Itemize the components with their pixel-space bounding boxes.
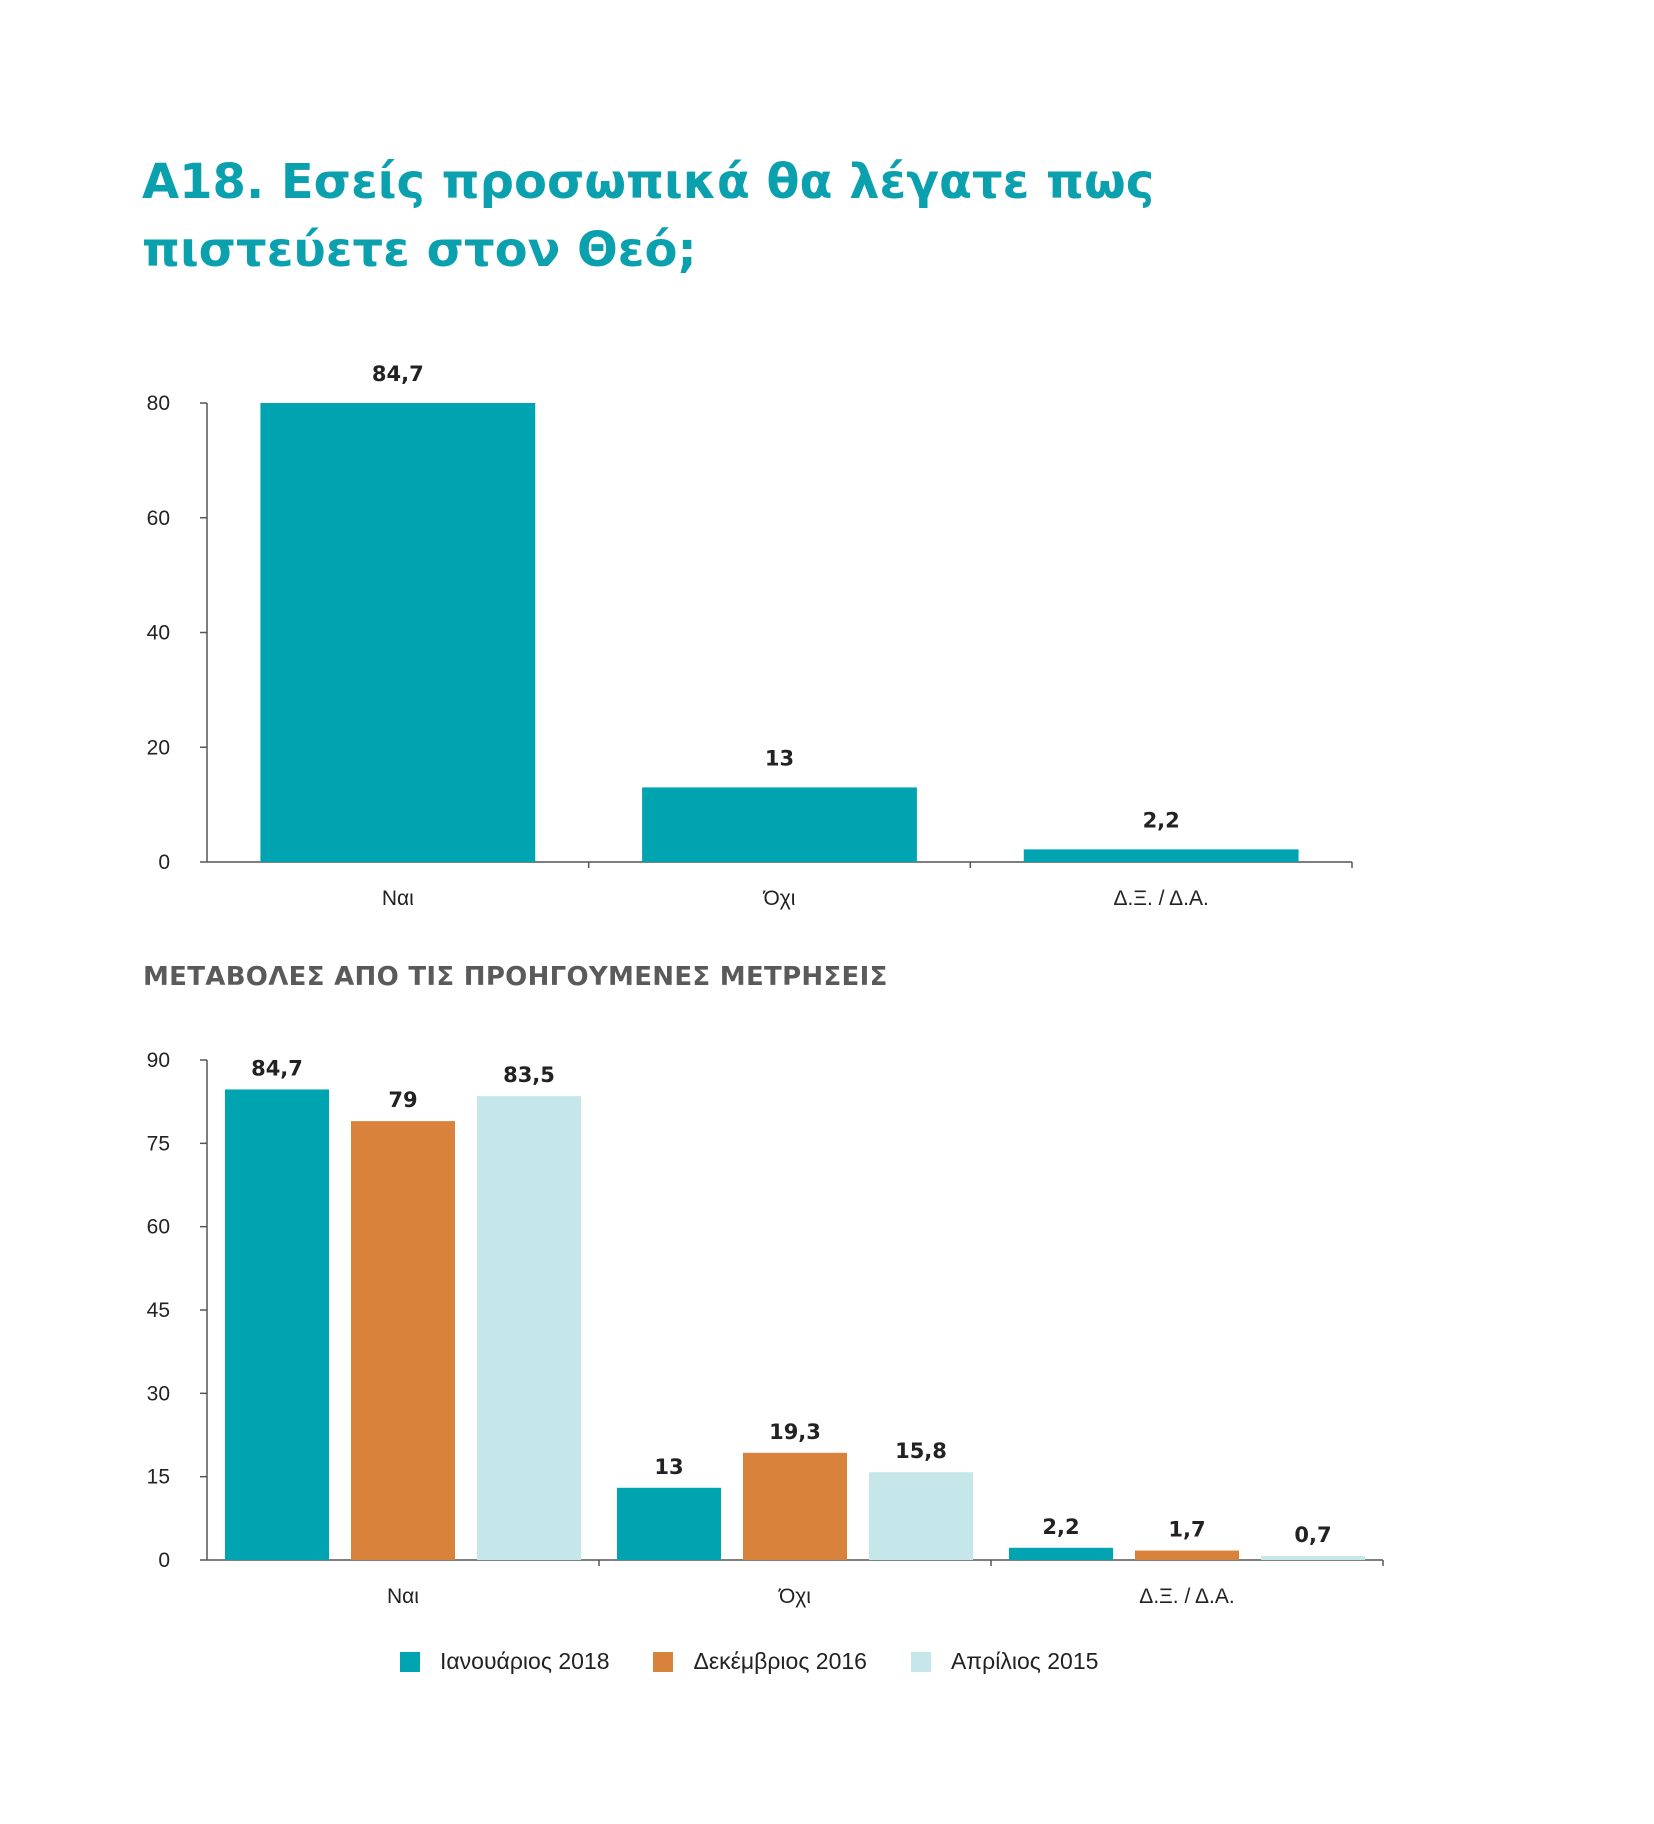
data-label-δ-ξ-δ-α-series-3: 0,7 <box>1294 1523 1331 1547</box>
legend-swatch-apr-2015 <box>910 1651 931 1672</box>
y-tick-label: 75 <box>147 1132 170 1155</box>
y-tick-label: 30 <box>147 1382 170 1405</box>
bar-όχι-series-2 <box>743 1452 847 1560</box>
category-label-δ-ξ-δ-α: Δ.Ξ. / Δ.Α. <box>1113 887 1208 910</box>
data-label-δ-ξ-δ-α-series-1: 2,2 <box>1042 1515 1079 1539</box>
y-tick-label: 80 <box>147 392 170 415</box>
legend-label-apr-2015: Απρίλιος 2015 <box>950 1648 1099 1674</box>
data-label-ναι: 84,7 <box>372 362 424 386</box>
comparison-bar-chart: 0 15 30 45 60 75 90 84,7 79 83,5 Ναι 13 19,3 15,8 Όχι 2… <box>147 1049 1384 1608</box>
bar-δ-ξ-δ-α-series-3 <box>1261 1556 1365 1560</box>
legend-swatch-jan-2018 <box>400 1651 420 1672</box>
y-tick-label: 90 <box>147 1049 170 1072</box>
data-label-δ-ξ-δ-α-series-2: 1,7 <box>1168 1518 1205 1542</box>
bar-ναι-series-1 <box>225 1089 329 1560</box>
y-tick-label: 0 <box>158 1549 170 1572</box>
bar-ναι-series-3 <box>477 1096 581 1560</box>
data-label-όχι-series-1: 13 <box>654 1455 683 1479</box>
y-tick-label: 15 <box>147 1466 170 1489</box>
bar-όχι-series-1 <box>617 1487 721 1560</box>
legend-item-dec-2016: Δεκέμβριος 2016 <box>653 1648 867 1675</box>
category-label-όχι: Όχι <box>778 1585 811 1608</box>
main-bar-chart: 0 20 40 60 80 84,7 Ναι 13 Όχι 2,2 Δ.Ξ. / Δ.Α. <box>147 362 1353 910</box>
category-label-ναι: Ναι <box>387 1585 419 1608</box>
y-tick-label: 45 <box>147 1299 170 1322</box>
bar-ναι-series-2 <box>351 1121 455 1560</box>
chart-title-line-1: Α18. Εσείς προσωπικά θα λέγατε πως <box>142 154 1155 210</box>
data-label-ναι-series-1: 84,7 <box>251 1056 303 1080</box>
y-tick-label: 60 <box>147 507 170 530</box>
bar-όχι-series-3 <box>869 1472 973 1560</box>
category-label-όχι: Όχι <box>763 887 796 910</box>
chart-title-line-2: πιστεύετε στον Θεό; <box>142 222 697 278</box>
category-label-δ-ξ-δ-α: Δ.Ξ. / Δ.Α. <box>1139 1585 1234 1608</box>
y-tick-label: 60 <box>147 1216 170 1239</box>
bar-δ-ξ-δ-α-series-2 <box>1135 1550 1239 1560</box>
legend-label-dec-2016: Δεκέμβριος 2016 <box>693 1648 867 1674</box>
legend-swatch-dec-2016 <box>653 1651 674 1672</box>
data-label-όχι-series-3: 15,8 <box>895 1439 947 1463</box>
data-label-όχι-series-2: 19,3 <box>769 1420 821 1444</box>
data-label-ναι-series-3: 83,5 <box>503 1063 555 1087</box>
chart-title: Α18. Εσείς προσωπικά θα λέγατε πως πιστε… <box>142 148 1154 284</box>
comparison-subtitle: ΜΕΤΑΒΟΛΕΣ ΑΠΟ ΤΙΣ ΠΡΟΗΓΟΥΜΕΝΕΣ ΜΕΤΡΗΣΕΙΣ <box>143 962 888 992</box>
data-label-δ-ξ-δ-α: 2,2 <box>1143 808 1180 832</box>
bar-δ-ξ-δ-α-series-1 <box>1009 1547 1113 1560</box>
legend-item-apr-2015: Απρίλιος 2015 <box>910 1648 1099 1675</box>
y-tick-label: 0 <box>158 851 170 874</box>
chart-legend: Ιανουάριος 2018 Δεκέμβριος 2016 Απρίλιος… <box>400 1648 1142 1675</box>
y-tick-label: 20 <box>147 736 170 759</box>
bar-όχι <box>642 787 917 862</box>
legend-item-jan-2018: Ιανουάριος 2018 <box>400 1648 609 1675</box>
y-tick-label: 40 <box>147 622 170 645</box>
category-label-ναι: Ναι <box>382 887 414 910</box>
bar-ναι <box>260 403 536 862</box>
legend-label-jan-2018: Ιανουάριος 2018 <box>440 1648 610 1674</box>
data-label-ναι-series-2: 79 <box>388 1088 417 1112</box>
bar-δ-ξ-δ-α <box>1023 849 1299 862</box>
data-label-όχι: 13 <box>765 746 794 770</box>
